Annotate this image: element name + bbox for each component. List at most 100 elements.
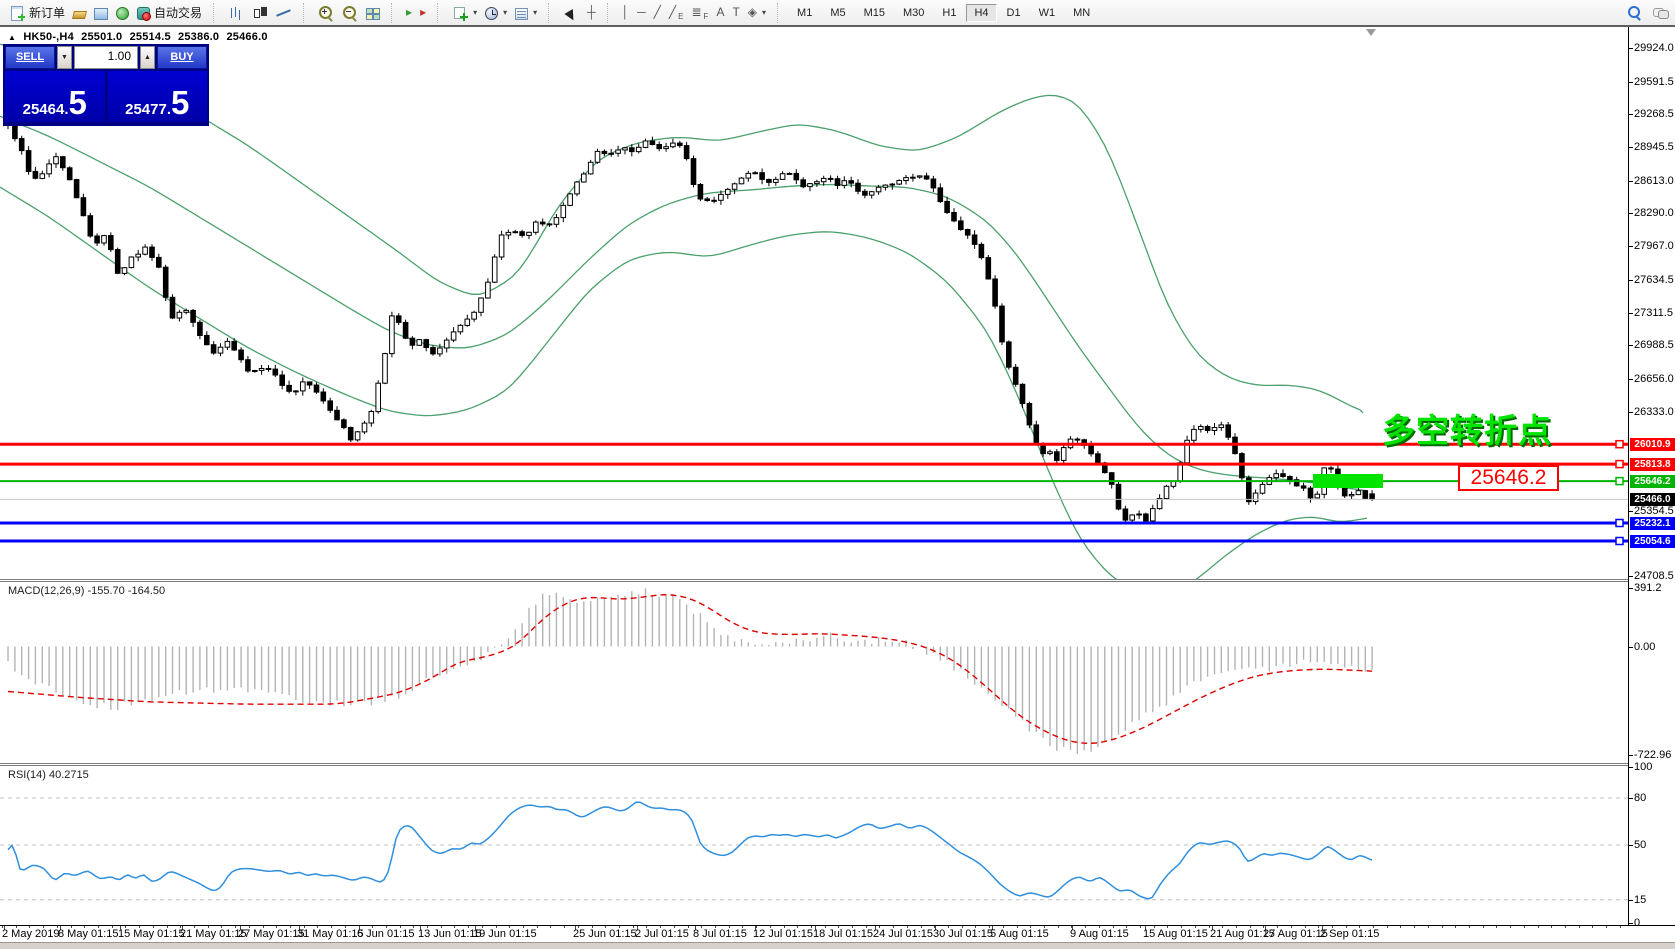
timeframe-M1[interactable]: M1 [797, 6, 813, 19]
turning-point-annotation[interactable]: 多空转折点 [1382, 412, 1552, 449]
chevron-down-icon[interactable]: ▾ [762, 8, 767, 17]
cursor-button[interactable] [559, 2, 583, 23]
time-minor-tick [1427, 926, 1429, 928]
publish-button[interactable] [90, 2, 112, 23]
text-button[interactable]: A [712, 2, 728, 23]
volume-increase-button[interactable]: ▲ [140, 46, 155, 69]
indicators-button[interactable]: ▾ [448, 2, 481, 23]
sell-button[interactable]: SELL [5, 46, 55, 69]
text-label-button[interactable]: T [728, 2, 743, 23]
volume-input[interactable]: 1.00 [74, 46, 138, 69]
line-anchor-square[interactable] [1615, 536, 1624, 546]
fibonacci-button[interactable]: ≣ F [687, 2, 712, 23]
tile-windows-button[interactable] [362, 2, 384, 23]
auto-scroll-button[interactable]: ▸ [402, 2, 416, 23]
line-anchor-square[interactable] [1615, 518, 1624, 528]
macd-panel[interactable] [0, 582, 1628, 768]
periods-button[interactable]: ▾ [481, 2, 511, 23]
channel-button[interactable]: ╱ E [665, 2, 688, 23]
collapse-arrow-icon[interactable]: ▲ [8, 33, 17, 42]
chevron-down-icon[interactable]: ▾ [473, 8, 478, 17]
timeframe-MN[interactable]: MN [1073, 6, 1091, 19]
timeframe-M5[interactable]: M5 [830, 6, 846, 19]
panel-divider[interactable] [0, 763, 1675, 766]
zoom-in-button[interactable] [314, 2, 338, 23]
bar-chart-icon [228, 5, 244, 21]
line-anchor-square[interactable] [1615, 476, 1624, 486]
line-chart-button[interactable] [272, 2, 296, 23]
time-minor-tick [399, 926, 401, 928]
time-axis-label: 13 Jun 01:15 [418, 928, 482, 940]
panel-divider[interactable] [0, 579, 1675, 582]
time-minor-tick [687, 926, 689, 928]
volume-decrease-button[interactable]: ▼ [57, 46, 72, 69]
fibonacci-button-glyph: ≣ [691, 5, 702, 19]
rsi-panel[interactable] [0, 766, 1628, 930]
buy-price-display[interactable]: 25477. 5 [107, 71, 207, 122]
chart-shift-marker-icon[interactable] [1366, 29, 1376, 36]
sell-price-display[interactable]: 25464. 5 [5, 71, 105, 122]
price-callout-box[interactable]: 25646.2 [1458, 465, 1559, 491]
crosshair-button[interactable]: ┼ [583, 2, 600, 23]
tick-mark [1629, 587, 1633, 589]
timeframe-H1[interactable]: H1 [942, 6, 957, 19]
time-minor-tick [1400, 926, 1402, 928]
time-minor-tick [1578, 926, 1580, 928]
time-minor-tick [1030, 926, 1032, 928]
chart-shift-button[interactable]: ▸ [416, 2, 430, 23]
fibonacci-button-sub: F [703, 12, 709, 21]
price-axis[interactable]: 29924.0 29591.5 29268.5 28945.5 28613.0 28290… [1628, 27, 1675, 930]
time-minor-tick [893, 926, 895, 928]
horizontal-line-button[interactable]: ─ [633, 2, 650, 23]
toolbar-right [1627, 0, 1669, 25]
autotrade-button[interactable]: 自动交易 [133, 2, 206, 23]
shapes-button[interactable]: ◈ ▾ [744, 2, 770, 23]
time-minor-tick [920, 926, 922, 928]
timeframe-M30[interactable]: M30 [903, 6, 925, 19]
time-minor-tick [207, 926, 209, 928]
rsi-tick: 0 [1634, 917, 1641, 930]
time-axis[interactable]: 2 May 2019 8 May 01:15 15 May 01:15 21 May … [0, 926, 1675, 942]
search-icon[interactable] [1627, 5, 1643, 21]
tick-mark [1629, 279, 1633, 281]
new-order-button-label: 新订单 [29, 6, 66, 20]
timeframe-D1[interactable]: D1 [1006, 6, 1021, 19]
rsi-svg [0, 797, 1628, 901]
crosshair-button-glyph: ┼ [587, 5, 596, 19]
time-minor-tick [1002, 926, 1004, 928]
price-tick: 28945.5 [1634, 141, 1674, 154]
time-major-tick [875, 926, 876, 930]
candlestick-button[interactable] [248, 2, 272, 23]
main-chart-panel[interactable] [0, 27, 1628, 598]
time-major-tick [240, 926, 241, 930]
line-anchor-square[interactable] [1615, 439, 1624, 449]
line-anchor-square[interactable] [1615, 459, 1624, 469]
trendline-button[interactable]: ╱ [650, 2, 665, 23]
timeframe-M15[interactable]: M15 [863, 6, 886, 19]
templates-button[interactable]: ▾ [511, 2, 541, 23]
chevron-down-icon[interactable]: ▾ [533, 8, 538, 17]
trendline-button-glyph: ╱ [653, 5, 661, 19]
chat-icon[interactable] [1653, 5, 1669, 21]
time-minor-tick [1167, 926, 1169, 928]
time-minor-tick [989, 926, 991, 928]
chevron-down-icon[interactable]: ▾ [503, 8, 508, 17]
toolbar: 新订单 自动交易 ▸ ▸ ▾ ▾ ▾ ┼ │ ─ ╱ ╱ E ≣ F A T ◈ ▾ M1 M5 M15 M30 H1 H4 D1… [0, 0, 1675, 25]
channel-button-sub: E [678, 12, 684, 21]
text-label-button-glyph: T [732, 5, 740, 19]
timeframe-W1[interactable]: W1 [1038, 6, 1056, 19]
timeframe-H4[interactable]: H4 [966, 3, 997, 22]
gold-button[interactable] [69, 2, 90, 23]
zoom-out-button[interactable] [338, 2, 362, 23]
highlight-rectangle[interactable] [1313, 474, 1383, 488]
signals-button[interactable] [112, 2, 133, 23]
vertical-line-button[interactable]: │ [618, 2, 634, 23]
price-tick: 27967.0 [1634, 240, 1674, 253]
buy-button[interactable]: BUY [157, 46, 207, 69]
bar-chart-button[interactable] [224, 2, 248, 23]
text-button-glyph: A [716, 5, 725, 19]
new-order-button[interactable]: 新订单 [5, 2, 69, 23]
toolbar-group: 新订单 自动交易 [2, 0, 209, 25]
new-order-icon [9, 5, 25, 21]
